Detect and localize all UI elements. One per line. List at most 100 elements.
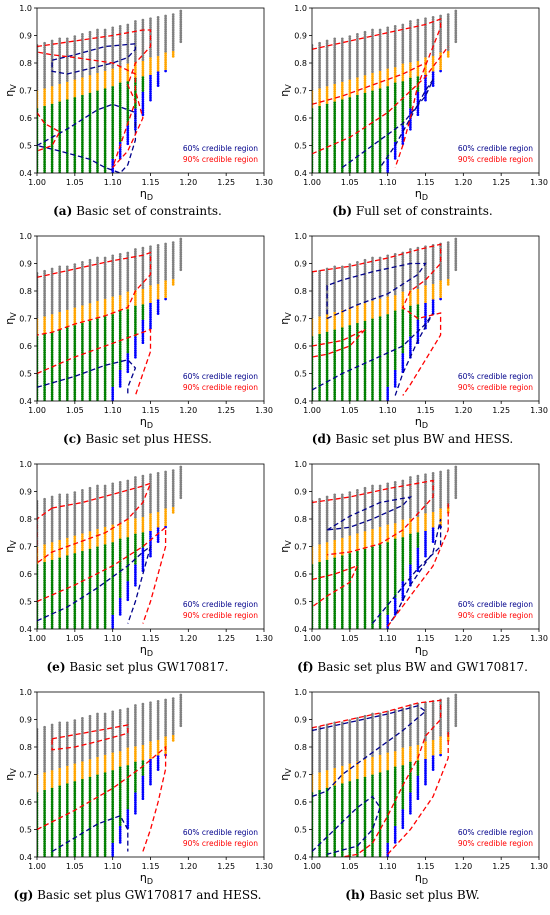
scatter-point (118, 374, 122, 377)
scatter-point (58, 276, 62, 280)
scatter-point (371, 311, 374, 315)
scatter-point (126, 293, 130, 297)
scatter-point (333, 162, 337, 166)
scatter-point (393, 33, 397, 37)
scatter-point (96, 508, 99, 512)
scatter-point (416, 71, 420, 75)
scatter-point (393, 38, 397, 41)
scatter-point (58, 125, 62, 129)
scatter-point (43, 114, 46, 118)
scatter-point (65, 48, 69, 52)
scatter-point (141, 58, 145, 62)
scatter-point (81, 151, 84, 155)
scatter-point (325, 377, 329, 381)
scatter-point (126, 317, 130, 321)
scatter-point (179, 248, 183, 252)
scatter-point (340, 129, 344, 133)
scatter-point (386, 298, 390, 302)
scatter-point (58, 79, 62, 82)
scatter-point (58, 511, 62, 514)
scatter-point (88, 101, 92, 104)
scatter-point (416, 51, 420, 55)
x-tick-label: 1.00 (28, 406, 46, 415)
scatter-point (81, 585, 84, 589)
scatter-point (409, 285, 412, 289)
scatter-point (325, 364, 329, 368)
scatter-point (363, 349, 367, 352)
scatter-point (409, 53, 412, 56)
scatter-point (409, 329, 412, 333)
scatter-point (348, 355, 352, 359)
scatter-point (73, 557, 77, 560)
scatter-point (65, 145, 69, 148)
scatter-point (103, 291, 107, 295)
scatter-point (356, 50, 359, 54)
scatter-point (356, 285, 359, 288)
scatter-point (111, 55, 115, 58)
scatter-point (43, 621, 46, 624)
scatter-point (96, 513, 99, 516)
scatter-point (43, 508, 46, 512)
scatter-point (386, 272, 390, 275)
scatter-point (50, 541, 54, 545)
scatter-point (58, 169, 62, 173)
scatter-point (340, 294, 344, 297)
scatter-point (81, 588, 84, 591)
scatter-point (431, 290, 435, 293)
scatter-point (103, 393, 107, 396)
scatter-point (141, 308, 145, 312)
scatter-point (356, 61, 359, 65)
scatter-point (81, 291, 84, 295)
scatter-point (103, 274, 107, 277)
scatter-point (416, 292, 420, 296)
scatter-point (73, 577, 77, 580)
scatter-point (454, 257, 458, 261)
scatter-point (401, 116, 405, 119)
scatter-point (446, 283, 450, 286)
scatter-point (103, 167, 107, 170)
scatter-point (340, 390, 344, 394)
scatter-point (111, 366, 115, 370)
scatter-point (43, 66, 46, 69)
scatter-point (96, 149, 99, 153)
scatter-point (325, 167, 329, 170)
scatter-point (96, 72, 99, 76)
scatter-point (58, 138, 62, 142)
scatter-point (393, 73, 397, 77)
scatter-point (156, 266, 160, 269)
scatter-point (371, 151, 374, 155)
scatter-point (81, 44, 84, 47)
scatter-point (96, 377, 99, 381)
scatter-point (50, 145, 54, 148)
scatter-point (134, 314, 137, 317)
scatter-point (409, 66, 412, 70)
scatter-point (318, 318, 321, 321)
scatter-point (73, 118, 77, 122)
scatter-point (446, 22, 450, 25)
scatter-point (126, 280, 130, 283)
scatter-point (164, 286, 167, 290)
scatter-point (164, 43, 167, 46)
scatter-point (318, 338, 321, 341)
scatter-point (103, 548, 107, 552)
scatter-point (378, 169, 382, 173)
scatter-point (43, 167, 46, 170)
scatter-point (393, 299, 397, 302)
scatter-point (363, 298, 367, 302)
scatter-point (103, 557, 107, 560)
scatter-point (134, 44, 137, 48)
scatter-point (325, 123, 329, 126)
scatter-point (126, 341, 130, 345)
scatter-point (171, 245, 175, 249)
scatter-point (431, 68, 435, 72)
scatter-point (73, 342, 77, 346)
scatter-point (378, 302, 382, 306)
scatter-point (318, 388, 321, 392)
scatter-point (88, 35, 92, 38)
scatter-point (325, 125, 329, 129)
scatter-point (96, 612, 99, 615)
scatter-point (356, 136, 359, 140)
scatter-point (65, 340, 69, 343)
scatter-point (111, 70, 115, 74)
scatter-point (340, 283, 344, 286)
